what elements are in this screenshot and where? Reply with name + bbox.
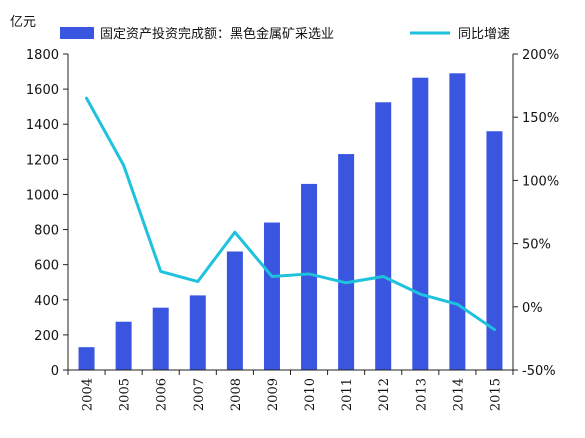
bar (263, 222, 280, 370)
left-tick-label: 1400 (26, 118, 59, 133)
bar (412, 77, 429, 370)
growth-rate-point (85, 97, 88, 100)
legend-bar-swatch (60, 27, 94, 39)
growth-rate-point (233, 231, 237, 234)
x-tick-label: 2005 (118, 378, 133, 411)
x-tick-label: 2015 (488, 378, 503, 411)
growth-rate-point (196, 280, 199, 283)
bar (78, 347, 95, 370)
left-tick-label: 400 (34, 294, 59, 309)
bar (301, 183, 318, 370)
growth-rate-point (307, 272, 311, 276)
left-tick-label: 1800 (26, 48, 59, 63)
growth-rate-point (493, 328, 496, 331)
x-tick-label: 2011 (340, 378, 355, 411)
x-tick-label: 2008 (229, 378, 244, 411)
left-tick-label: 0 (51, 364, 59, 379)
right-tick-label: 150% (522, 111, 559, 126)
left-tick-label: 1000 (26, 188, 59, 203)
left-tick-label: 200 (34, 329, 59, 344)
right-tick-label: 100% (522, 174, 559, 189)
legend-bar-label: 固定资产投资完成额：黑色金属矿采选业 (100, 26, 334, 42)
growth-rate-point (159, 270, 162, 273)
left-tick-label: 600 (34, 259, 59, 274)
bar (375, 102, 392, 371)
y-axis-unit-label: 亿元 (10, 15, 36, 30)
bar (226, 251, 243, 370)
bar (338, 154, 355, 370)
growth-line-group (85, 96, 496, 332)
bar (449, 73, 466, 371)
right-tick-label: 0% (522, 301, 543, 316)
left-axis-ticks: 0 200 400 600 800 1000 1200 1400 1600 1800 (26, 48, 68, 379)
growth-rate-point (382, 275, 385, 278)
x-tick-label: 2006 (155, 378, 170, 411)
bar (115, 321, 132, 370)
x-tick-label: 2014 (451, 378, 466, 411)
x-tick-label: 2009 (266, 378, 281, 411)
growth-rate-point (419, 292, 422, 296)
right-tick-label: 200% (522, 48, 559, 63)
bar (486, 131, 503, 370)
growth-rate-point (456, 303, 459, 306)
left-tick-label: 800 (34, 224, 59, 239)
x-tick-label: 2010 (303, 378, 318, 411)
growth-rate-point (270, 275, 274, 278)
x-tick-label: 2012 (377, 378, 392, 411)
legend: 固定资产投资完成额：黑色金属矿采选业 同比增速 (60, 26, 510, 42)
growth-rate-line (85, 96, 496, 332)
x-tick-label: 2004 (81, 378, 96, 411)
x-axis-ticks: 2004 2005 2006 2007 2008 2009 2010 2011 2012 2013… (67, 370, 514, 411)
right-tick-label: 50% (522, 238, 551, 253)
x-tick-label: 2007 (192, 378, 207, 411)
growth-rate-point (122, 164, 125, 167)
left-tick-label: 1200 (26, 153, 59, 168)
right-axis-ticks: -50% 0% 50% 100% 150% 200% (513, 48, 559, 379)
legend-line-label: 同比增速 (458, 27, 510, 42)
axes (67, 54, 514, 371)
x-tick-label: 2013 (414, 378, 429, 411)
right-tick-label: -50% (522, 364, 556, 379)
bars (78, 73, 503, 371)
left-tick-label: 1600 (26, 83, 59, 98)
bar (152, 307, 169, 370)
bar (189, 295, 206, 370)
growth-rate-point (344, 281, 348, 284)
